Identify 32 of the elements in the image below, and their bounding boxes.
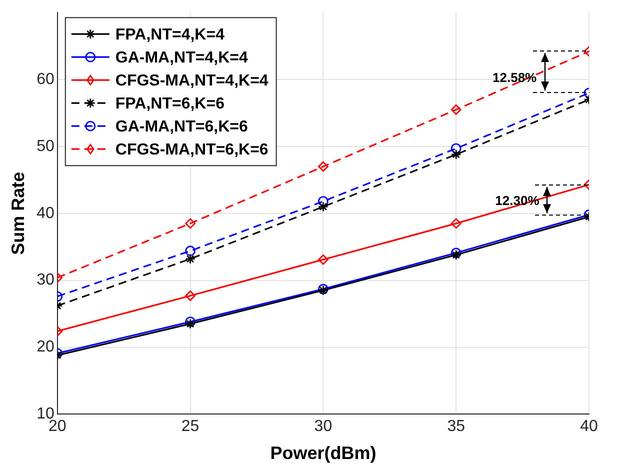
y-tick-label: 30 xyxy=(36,272,54,289)
point xyxy=(185,218,196,229)
point xyxy=(318,254,328,265)
x-tick-label: 35 xyxy=(447,418,466,436)
y-axis-title: Sum Rate xyxy=(8,172,28,255)
point xyxy=(185,246,196,256)
legend-label: CFGS-MA,NT=6,K=6 xyxy=(115,142,268,159)
y-tick-label: 20 xyxy=(36,338,54,356)
legend-label: GA-MA,NT=4,K=4 xyxy=(115,50,248,67)
point xyxy=(318,202,328,212)
point xyxy=(185,290,196,301)
point xyxy=(318,196,328,207)
y-tick-label: 50 xyxy=(36,138,54,155)
x-tick-label: 30 xyxy=(314,418,332,436)
legend-label: GA-MA,NT=6,K=6 xyxy=(115,118,248,136)
y-tick-label: 40 xyxy=(36,204,54,222)
point xyxy=(318,161,328,172)
x-tick-label: 20 xyxy=(48,418,66,436)
point xyxy=(450,218,462,229)
point xyxy=(450,143,462,154)
x-axis-title: Power(dBm) xyxy=(270,443,376,464)
y-tick-label: 60 xyxy=(36,70,54,88)
annotation: 12.30% xyxy=(495,192,540,208)
legend-label: CFGS-MA,NT=4,K=4 xyxy=(115,72,268,90)
point xyxy=(450,149,462,160)
legend-label: FPA,NT=4,K=4 xyxy=(115,26,225,44)
annotation: 12.58% xyxy=(492,70,538,85)
legend-label: FPA,NT=6,K=6 xyxy=(115,96,225,113)
point xyxy=(185,254,196,264)
x-tick-label: 25 xyxy=(181,418,200,436)
x-tick-label: 40 xyxy=(580,418,598,436)
point xyxy=(450,104,462,115)
